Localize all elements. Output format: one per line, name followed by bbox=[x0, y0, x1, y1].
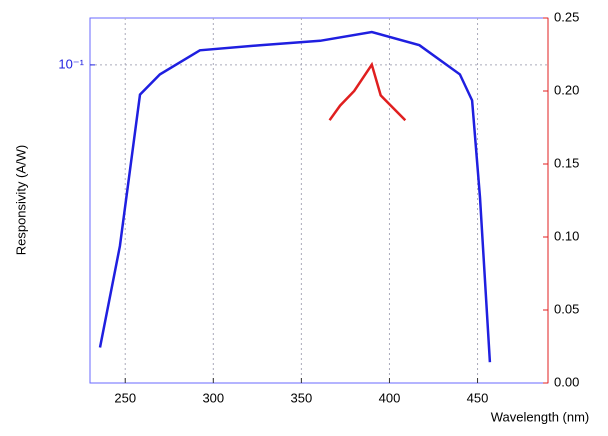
y2-tick-label: 0.00 bbox=[554, 374, 579, 389]
x-tick-label: 300 bbox=[202, 390, 224, 405]
y2-tick-label: 0.15 bbox=[554, 155, 579, 170]
y2-tick-label: 0.20 bbox=[554, 82, 579, 97]
y-tick-label: 10⁻¹ bbox=[58, 56, 84, 71]
y-axis-label: Responsivity (A/W) bbox=[13, 145, 28, 256]
x-tick-label: 250 bbox=[114, 390, 136, 405]
x-tick-label: 450 bbox=[467, 390, 489, 405]
series-line bbox=[98, 30, 492, 363]
x-axis-label: Wavelength (nm) bbox=[491, 409, 590, 424]
series-line bbox=[328, 61, 407, 122]
y2-tick-label: 0.25 bbox=[554, 9, 579, 24]
x-tick-label: 400 bbox=[379, 390, 401, 405]
x-tick-label: 350 bbox=[291, 390, 313, 405]
y2-tick-label: 0.10 bbox=[554, 228, 579, 243]
y2-tick-label: 0.05 bbox=[554, 301, 579, 316]
